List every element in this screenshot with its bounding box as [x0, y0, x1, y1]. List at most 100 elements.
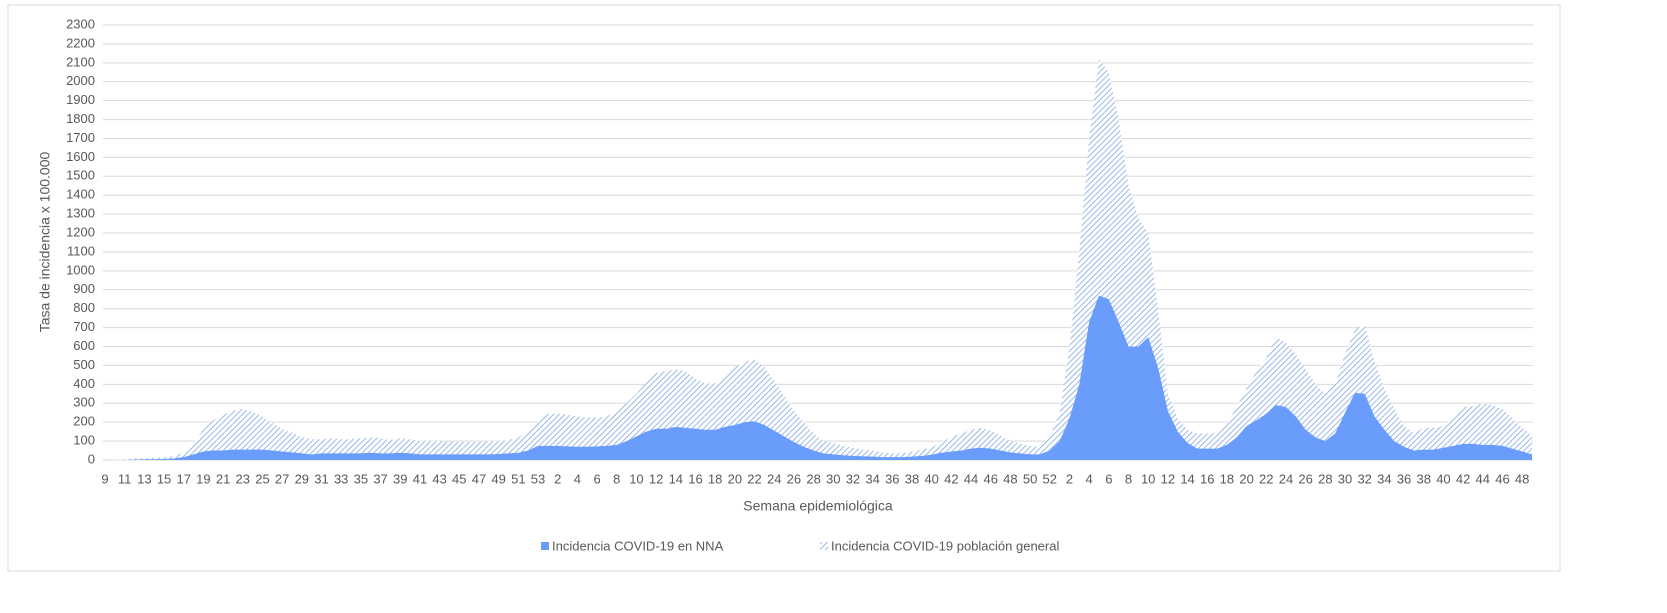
x-tick-label: 8 — [1125, 471, 1132, 486]
x-tick-label: 6 — [593, 471, 600, 486]
x-tick-label: 45 — [452, 471, 466, 486]
x-tick-label: 24 — [767, 471, 781, 486]
y-tick-label: 2100 — [66, 54, 95, 69]
x-tick-label: 53 — [531, 471, 545, 486]
y-tick-label: 1300 — [66, 206, 95, 221]
x-tick-label: 2 — [554, 471, 561, 486]
x-tick-label: 20 — [728, 471, 742, 486]
x-tick-label: 8 — [613, 471, 620, 486]
x-tick-label: 10 — [1141, 471, 1155, 486]
area — [105, 59, 1532, 460]
x-tick-label: 14 — [669, 471, 683, 486]
x-tick-label: 22 — [1259, 471, 1273, 486]
legend-label: Incidencia COVID-19 en NNA — [552, 538, 724, 553]
x-tick-label: 49 — [491, 471, 505, 486]
x-tick-label: 34 — [865, 471, 879, 486]
y-tick-label: 800 — [73, 300, 95, 315]
x-tick-label: 30 — [826, 471, 840, 486]
x-tick-label: 20 — [1239, 471, 1253, 486]
chart-border — [7, 4, 1561, 572]
x-tick-label: 46 — [983, 471, 997, 486]
y-tick-label: 1100 — [67, 243, 95, 258]
y-tick-label: 500 — [73, 357, 95, 372]
x-tick-label: 26 — [787, 471, 801, 486]
x-tick-label: 52 — [1043, 471, 1057, 486]
x-tick-label: 29 — [295, 471, 309, 486]
y-tick-label: 1000 — [66, 262, 95, 277]
y-axis-title: Tasa de incidencia x 100.000 — [37, 152, 53, 333]
x-axis-title: Semana epidemiológica — [743, 498, 893, 514]
x-tick-label: 4 — [574, 471, 581, 486]
y-tick-label: 1600 — [66, 149, 95, 164]
x-tick-label: 16 — [688, 471, 702, 486]
y-tick-label: 2300 — [66, 16, 95, 31]
y-tick-label: 600 — [73, 338, 95, 353]
x-tick-label: 22 — [747, 471, 761, 486]
x-tick-label: 41 — [413, 471, 427, 486]
x-tick-label: 43 — [432, 471, 446, 486]
x-tick-label: 21 — [216, 471, 230, 486]
x-tick-label: 26 — [1298, 471, 1312, 486]
x-tick-label: 47 — [472, 471, 486, 486]
x-tick-label: 36 — [1397, 471, 1411, 486]
legend-swatch — [820, 542, 828, 550]
y-tick-label: 0 — [88, 451, 95, 466]
y-tick-label: 1700 — [66, 130, 95, 145]
y-tick-label: 900 — [73, 281, 95, 296]
x-tick-label: 36 — [885, 471, 899, 486]
x-tick-label: 34 — [1377, 471, 1391, 486]
x-tick-label: 35 — [354, 471, 368, 486]
x-tick-label: 18 — [708, 471, 722, 486]
x-tick-label: 37 — [373, 471, 387, 486]
x-tick-label: 42 — [1456, 471, 1470, 486]
x-tick-label: 30 — [1338, 471, 1352, 486]
x-tick-label: 12 — [1161, 471, 1175, 486]
x-tick-label: 15 — [157, 471, 171, 486]
y-tick-label: 2200 — [66, 35, 95, 50]
x-tick-label: 44 — [964, 471, 978, 486]
y-tick-label: 1500 — [66, 168, 95, 183]
x-tick-label: 10 — [629, 471, 643, 486]
x-tick-label: 19 — [196, 471, 210, 486]
x-tick-label: 40 — [924, 471, 938, 486]
x-tick-label: 16 — [1200, 471, 1214, 486]
y-tick-label: 1800 — [66, 111, 95, 126]
x-tick-label: 38 — [1417, 471, 1431, 486]
x-tick-label: 32 — [1357, 471, 1371, 486]
x-tick-label: 50 — [1023, 471, 1037, 486]
x-tick-label: 48 — [1515, 471, 1529, 486]
x-tick-label: 18 — [1220, 471, 1234, 486]
y-tick-label: 200 — [73, 414, 95, 429]
x-tick-label: 32 — [846, 471, 860, 486]
y-tick-label: 100 — [73, 433, 95, 448]
x-tick-label: 40 — [1436, 471, 1450, 486]
x-tick-label: 9 — [101, 471, 108, 486]
x-tick-label: 38 — [905, 471, 919, 486]
x-tick-label: 25 — [255, 471, 269, 486]
x-tick-label: 13 — [137, 471, 151, 486]
y-tick-label: 1400 — [66, 187, 95, 202]
area — [105, 295, 1532, 460]
x-tick-label: 39 — [393, 471, 407, 486]
x-tick-label: 42 — [944, 471, 958, 486]
x-tick-label: 27 — [275, 471, 289, 486]
x-tick-label: 28 — [806, 471, 820, 486]
x-tick-label: 44 — [1476, 471, 1490, 486]
x-tick-label: 33 — [334, 471, 348, 486]
x-tick-label: 48 — [1003, 471, 1017, 486]
legend-label: Incidencia COVID-19 población general — [831, 538, 1059, 553]
y-tick-label: 1200 — [66, 224, 95, 239]
x-tick-label: 46 — [1495, 471, 1509, 486]
x-tick-label: 17 — [176, 471, 190, 486]
x-tick-label: 24 — [1279, 471, 1293, 486]
x-tick-label: 2 — [1066, 471, 1073, 486]
x-tick-label: 31 — [314, 471, 328, 486]
y-tick-label: 1900 — [66, 92, 95, 107]
x-tick-label: 51 — [511, 471, 525, 486]
y-tick-label: 2000 — [66, 73, 95, 88]
x-tick-label: 23 — [236, 471, 250, 486]
y-tick-label: 700 — [73, 319, 95, 334]
y-tick-label: 300 — [73, 395, 95, 410]
x-tick-label: 28 — [1318, 471, 1332, 486]
